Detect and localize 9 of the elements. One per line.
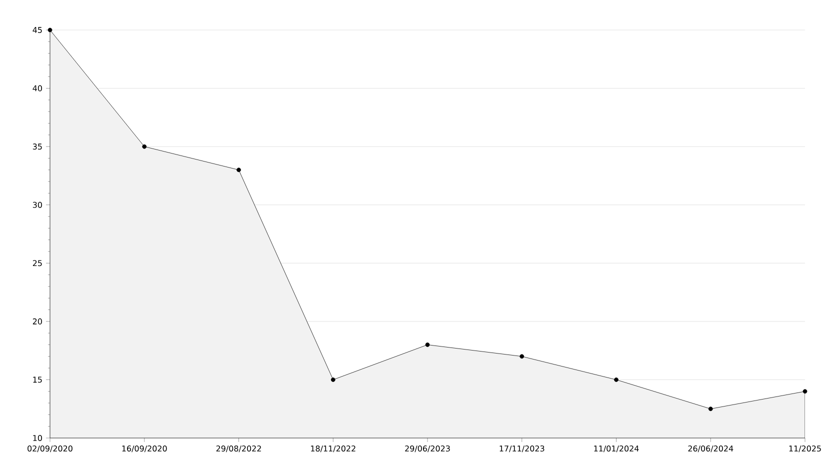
point [614, 378, 618, 382]
point [520, 354, 524, 359]
point [802, 389, 808, 394]
point [236, 168, 241, 172]
point [48, 28, 52, 32]
point [425, 342, 430, 347]
point [142, 144, 147, 149]
point [330, 378, 336, 382]
point [708, 406, 713, 412]
